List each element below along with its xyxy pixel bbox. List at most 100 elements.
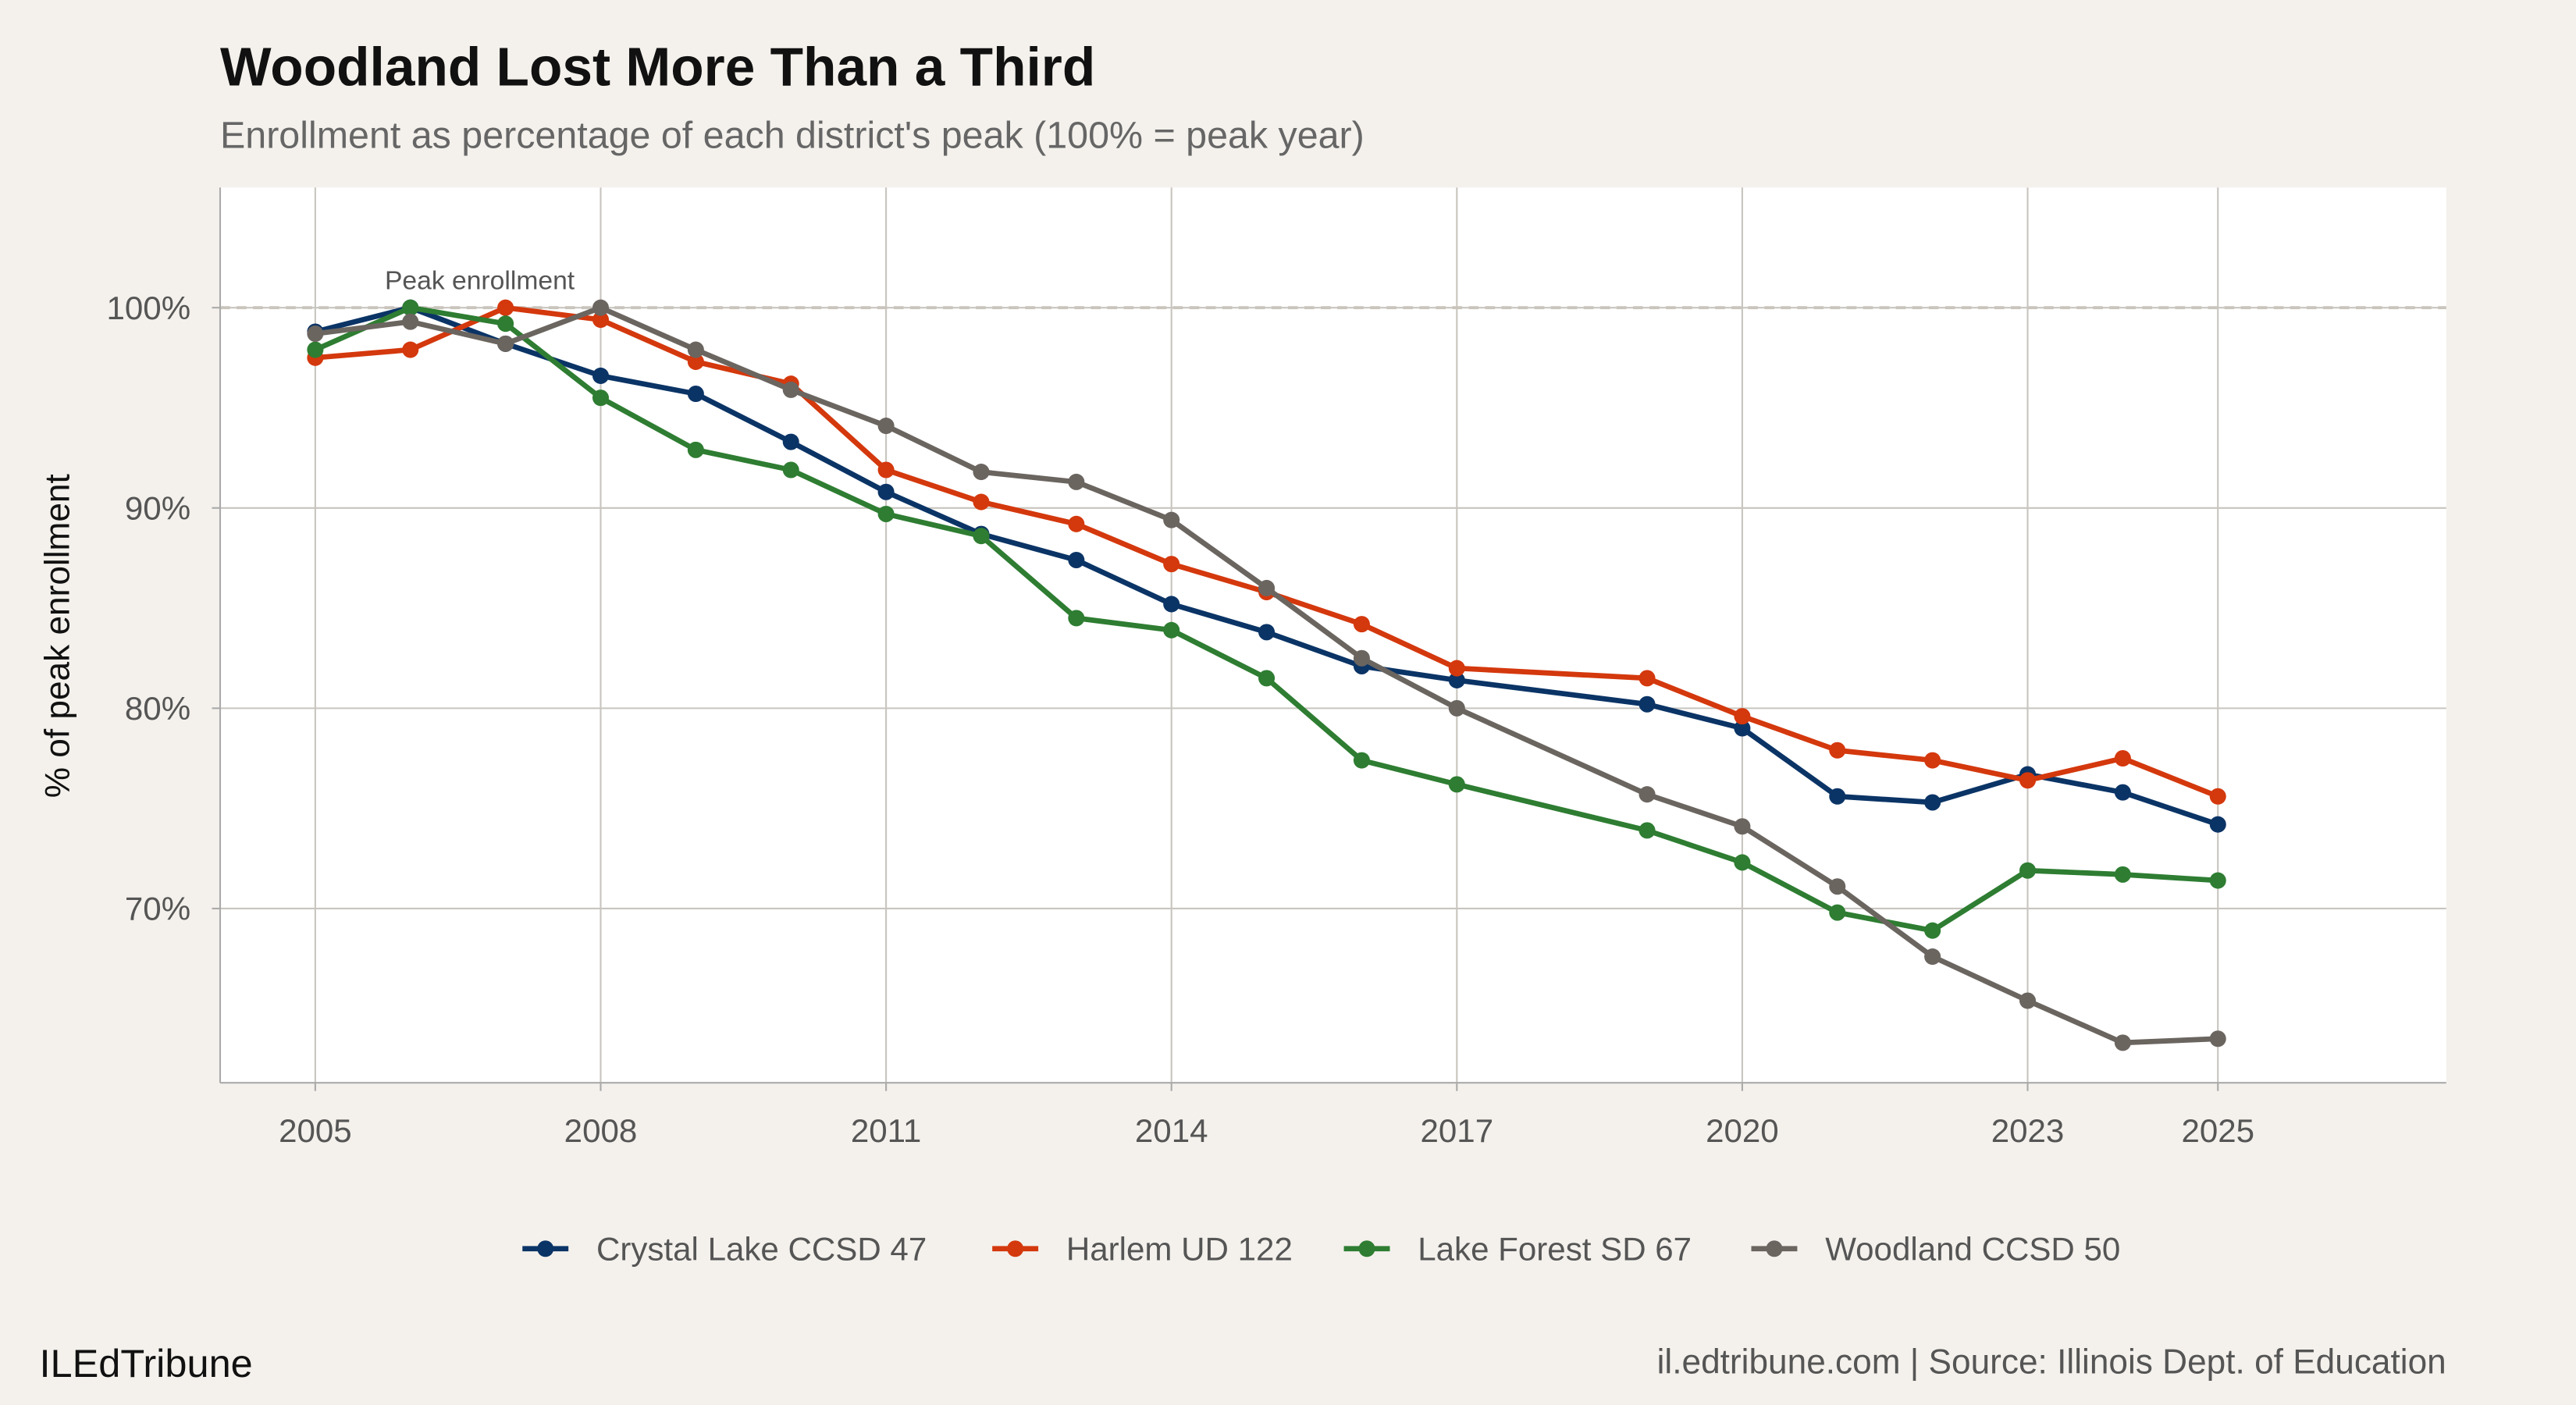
y-tick-label: 90% bbox=[125, 490, 190, 527]
x-tick-label: 2023 bbox=[1991, 1112, 2065, 1149]
data-point bbox=[1924, 922, 1941, 939]
x-tick-label: 2011 bbox=[851, 1112, 921, 1149]
data-point bbox=[687, 353, 704, 370]
data-point bbox=[782, 381, 799, 398]
data-point bbox=[1829, 878, 1846, 895]
data-point bbox=[782, 461, 799, 478]
data-point bbox=[1448, 776, 1465, 793]
data-point bbox=[877, 483, 895, 500]
legend-item: Woodland CCSD 50 bbox=[1751, 1231, 2120, 1268]
data-point bbox=[2114, 866, 2131, 883]
grid bbox=[220, 187, 2446, 1083]
peak-annotation: Peak enrollment bbox=[385, 267, 575, 296]
data-point bbox=[2114, 784, 2131, 801]
legend-swatch-point bbox=[1358, 1240, 1375, 1257]
source-caption: il.edtribune.com | Source: Illinois Dept… bbox=[1657, 1343, 2446, 1382]
data-point bbox=[687, 441, 704, 458]
data-point bbox=[1163, 621, 1180, 638]
legend-label: Woodland CCSD 50 bbox=[1825, 1231, 2120, 1268]
series-group bbox=[307, 299, 2226, 1051]
data-point bbox=[1258, 624, 1276, 641]
data-point bbox=[1638, 695, 1656, 713]
data-point bbox=[1829, 788, 1846, 805]
data-point bbox=[973, 493, 990, 510]
legend-label: Crystal Lake CCSD 47 bbox=[596, 1231, 927, 1268]
data-point bbox=[1448, 699, 1465, 717]
series-line bbox=[314, 304, 2218, 934]
data-point bbox=[592, 367, 610, 384]
data-point bbox=[1068, 515, 1085, 532]
legend-swatch-point bbox=[537, 1240, 554, 1257]
data-point bbox=[1068, 551, 1085, 569]
x-tick-label: 2014 bbox=[1135, 1112, 1208, 1149]
data-point bbox=[1924, 948, 1941, 966]
data-point bbox=[307, 341, 324, 358]
data-point bbox=[1734, 854, 1751, 871]
legend-label: Harlem UD 122 bbox=[1066, 1231, 1293, 1268]
series-lake-forest-sd-67 bbox=[307, 299, 2226, 939]
data-point bbox=[1068, 473, 1085, 490]
chart-title: Woodland Lost More Than a Third bbox=[220, 37, 1095, 98]
data-point bbox=[2019, 772, 2037, 789]
legend-swatch-point bbox=[1766, 1240, 1783, 1257]
data-point bbox=[1258, 670, 1276, 687]
data-point bbox=[1353, 649, 1370, 667]
data-point bbox=[1734, 818, 1751, 835]
data-point bbox=[497, 299, 514, 316]
data-point bbox=[687, 385, 704, 403]
data-point bbox=[1638, 670, 1656, 687]
series-woodland-ccsd-50 bbox=[307, 299, 2226, 1051]
data-point bbox=[497, 315, 514, 333]
data-point bbox=[1829, 742, 1846, 759]
data-point bbox=[1163, 511, 1180, 528]
legend-label: Lake Forest SD 67 bbox=[1418, 1231, 1692, 1268]
x-tick-label: 2008 bbox=[564, 1112, 638, 1149]
data-point bbox=[2019, 862, 2037, 879]
data-point bbox=[497, 335, 514, 352]
legend-item: Harlem UD 122 bbox=[992, 1231, 1293, 1268]
data-point bbox=[1163, 556, 1180, 573]
x-tick-label: 2025 bbox=[2181, 1112, 2254, 1149]
y-tick-label: 100% bbox=[107, 290, 191, 326]
data-point bbox=[2114, 749, 2131, 767]
legend-item: Crystal Lake CCSD 47 bbox=[522, 1231, 927, 1268]
data-point bbox=[2209, 788, 2226, 805]
data-point bbox=[307, 325, 324, 343]
legend-swatch-point bbox=[1007, 1240, 1024, 1257]
y-tick-label: 70% bbox=[125, 891, 190, 927]
data-point bbox=[402, 341, 419, 358]
data-point bbox=[1829, 904, 1846, 921]
data-point bbox=[1924, 794, 1941, 811]
axes: 2005 2008 2011 2014 2017 2020 2023 2025 70% 80% 90… bbox=[107, 187, 2446, 1149]
data-point bbox=[1638, 822, 1656, 839]
data-point bbox=[402, 313, 419, 330]
data-point bbox=[2209, 1030, 2226, 1048]
data-point bbox=[2209, 872, 2226, 889]
data-point bbox=[1734, 720, 1751, 737]
data-point bbox=[1448, 660, 1465, 677]
y-tick-label: 80% bbox=[125, 690, 190, 727]
data-point bbox=[1353, 752, 1370, 769]
series-line bbox=[315, 304, 2218, 1046]
data-point bbox=[592, 299, 610, 316]
data-point bbox=[877, 461, 895, 478]
legend-item: Lake Forest SD 67 bbox=[1343, 1231, 1692, 1268]
x-tick-label: 2020 bbox=[1706, 1112, 1779, 1149]
data-point bbox=[687, 341, 704, 358]
data-point bbox=[782, 433, 799, 450]
data-point bbox=[1163, 596, 1180, 613]
data-point bbox=[1448, 671, 1465, 688]
data-point bbox=[973, 528, 990, 545]
series-line bbox=[315, 304, 2219, 827]
data-point bbox=[877, 505, 895, 522]
data-point bbox=[2114, 1034, 2131, 1051]
x-tick-label: 2017 bbox=[1421, 1112, 1494, 1149]
data-point bbox=[1068, 610, 1085, 627]
chart-subtitle: Enrollment as percentage of each distric… bbox=[220, 115, 1364, 157]
data-point bbox=[2209, 816, 2226, 833]
data-point bbox=[877, 418, 895, 435]
data-point bbox=[592, 311, 610, 329]
legend: Crystal Lake CCSD 47 Harlem UD 122 Lake Fo… bbox=[522, 1231, 2120, 1268]
y-axis-label: % of peak enrollment bbox=[38, 474, 76, 798]
